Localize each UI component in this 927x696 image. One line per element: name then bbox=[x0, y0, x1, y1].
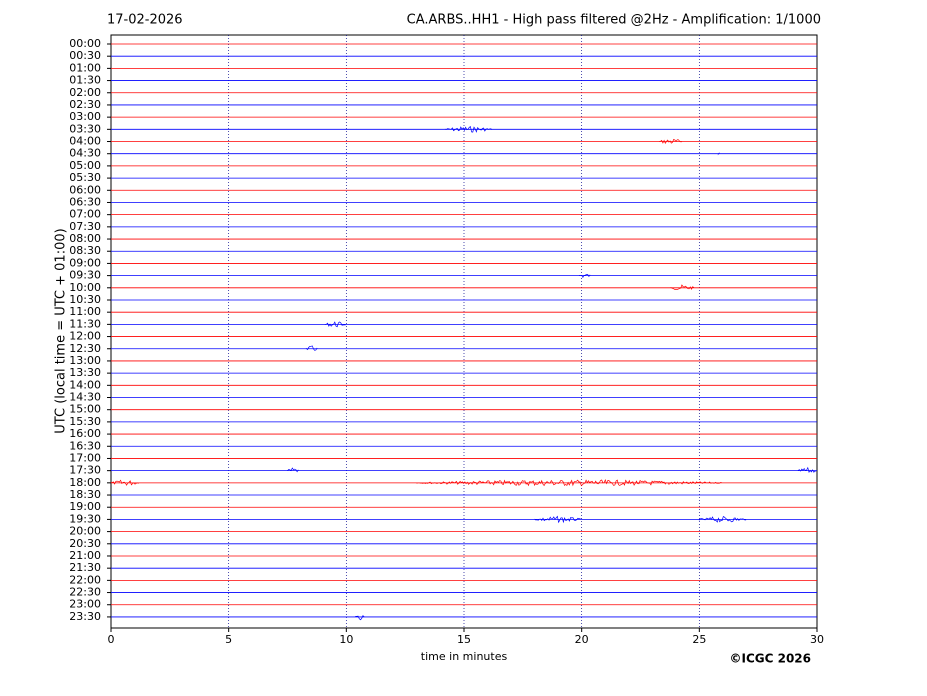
event bbox=[110, 479, 139, 486]
y-tick-label: 02:30 bbox=[69, 98, 101, 111]
y-axis-label: UTC (local time = UTC + 01:00) bbox=[54, 228, 69, 433]
y-tick-label: 08:00 bbox=[69, 232, 101, 245]
x-tick-label: 20 bbox=[575, 633, 589, 646]
y-tick-label: 09:00 bbox=[69, 256, 101, 269]
y-tick-label: 14:00 bbox=[69, 378, 101, 391]
x-tick-label: 30 bbox=[810, 633, 824, 646]
event bbox=[355, 615, 365, 621]
y-tick-label: 02:00 bbox=[69, 86, 101, 99]
event bbox=[416, 479, 722, 487]
y-tick-label: 03:00 bbox=[69, 110, 101, 123]
y-tick-label: 11:30 bbox=[69, 317, 101, 330]
y-tick-label: 22:30 bbox=[69, 586, 101, 599]
x-tick-label: 25 bbox=[692, 633, 706, 646]
y-tick-label: 06:30 bbox=[69, 195, 101, 208]
event bbox=[797, 466, 817, 474]
y-tick-label: 05:30 bbox=[69, 171, 101, 184]
y-tick-label: 13:30 bbox=[69, 366, 101, 379]
y-tick-label: 00:00 bbox=[69, 37, 101, 50]
y-tick-label: 01:30 bbox=[69, 74, 101, 87]
y-tick-label: 19:30 bbox=[69, 512, 101, 525]
y-tick-label: 23:00 bbox=[69, 598, 101, 611]
y-tick-label: 01:00 bbox=[69, 61, 101, 74]
chart-title: CA.ARBS..HH1 - High pass filtered @2Hz -… bbox=[407, 13, 821, 28]
y-tick-label: 15:00 bbox=[69, 403, 101, 416]
y-tick-label: 14:30 bbox=[69, 391, 101, 404]
event bbox=[287, 467, 299, 473]
y-tick-label: 03:30 bbox=[69, 122, 101, 135]
y-tick-label: 12:30 bbox=[69, 342, 101, 355]
y-tick-label: 09:30 bbox=[69, 269, 101, 282]
y-tick-label: 12:00 bbox=[69, 330, 101, 343]
y-tick-label: 08:30 bbox=[69, 244, 101, 257]
event bbox=[670, 284, 695, 290]
y-tick-label: 11:00 bbox=[69, 305, 101, 318]
y-tick-label: 23:30 bbox=[69, 610, 101, 623]
x-axis-label: time in minutes bbox=[421, 650, 508, 663]
x-tick-label: 5 bbox=[225, 633, 232, 646]
y-tick-label: 13:00 bbox=[69, 354, 101, 367]
y-tick-label: 07:00 bbox=[69, 208, 101, 221]
y-tick-label: 16:00 bbox=[69, 427, 101, 440]
event bbox=[658, 138, 683, 145]
event bbox=[578, 273, 591, 278]
event bbox=[698, 515, 747, 523]
y-tick-label: 04:00 bbox=[69, 135, 101, 148]
event bbox=[717, 152, 720, 156]
y-tick-label: 10:00 bbox=[69, 281, 101, 294]
y-tick-label: 19:00 bbox=[69, 500, 101, 513]
y-tick-label: 07:30 bbox=[69, 220, 101, 233]
x-tick-label: 10 bbox=[339, 633, 353, 646]
y-tick-label: 15:30 bbox=[69, 415, 101, 428]
y-tick-label: 00:30 bbox=[69, 49, 101, 62]
y-tick-label: 04:30 bbox=[69, 147, 101, 160]
date: 17-02-2026 bbox=[107, 13, 183, 28]
x-tick-label: 0 bbox=[108, 633, 115, 646]
y-tick-label: 22:00 bbox=[69, 573, 101, 586]
y-tick-label: 20:00 bbox=[69, 525, 101, 538]
y-tick-label: 10:30 bbox=[69, 293, 101, 306]
event bbox=[305, 345, 318, 351]
y-tick-label: 21:00 bbox=[69, 549, 101, 562]
y-tick-label: 17:00 bbox=[69, 451, 101, 464]
event bbox=[324, 321, 346, 328]
y-tick-label: 21:30 bbox=[69, 561, 101, 574]
y-tick-label: 18:00 bbox=[69, 476, 101, 489]
y-tick-label: 16:30 bbox=[69, 439, 101, 452]
y-tick-label: 17:30 bbox=[69, 464, 101, 477]
event bbox=[534, 515, 582, 524]
y-tick-label: 18:30 bbox=[69, 488, 101, 501]
y-tick-label: 20:30 bbox=[69, 537, 101, 550]
y-tick-label: 05:00 bbox=[69, 159, 101, 172]
copyright: ©ICGC 2026 bbox=[729, 652, 811, 666]
y-tick-label: 06:00 bbox=[69, 183, 101, 196]
x-tick-label: 15 bbox=[457, 633, 471, 646]
event bbox=[444, 126, 493, 133]
